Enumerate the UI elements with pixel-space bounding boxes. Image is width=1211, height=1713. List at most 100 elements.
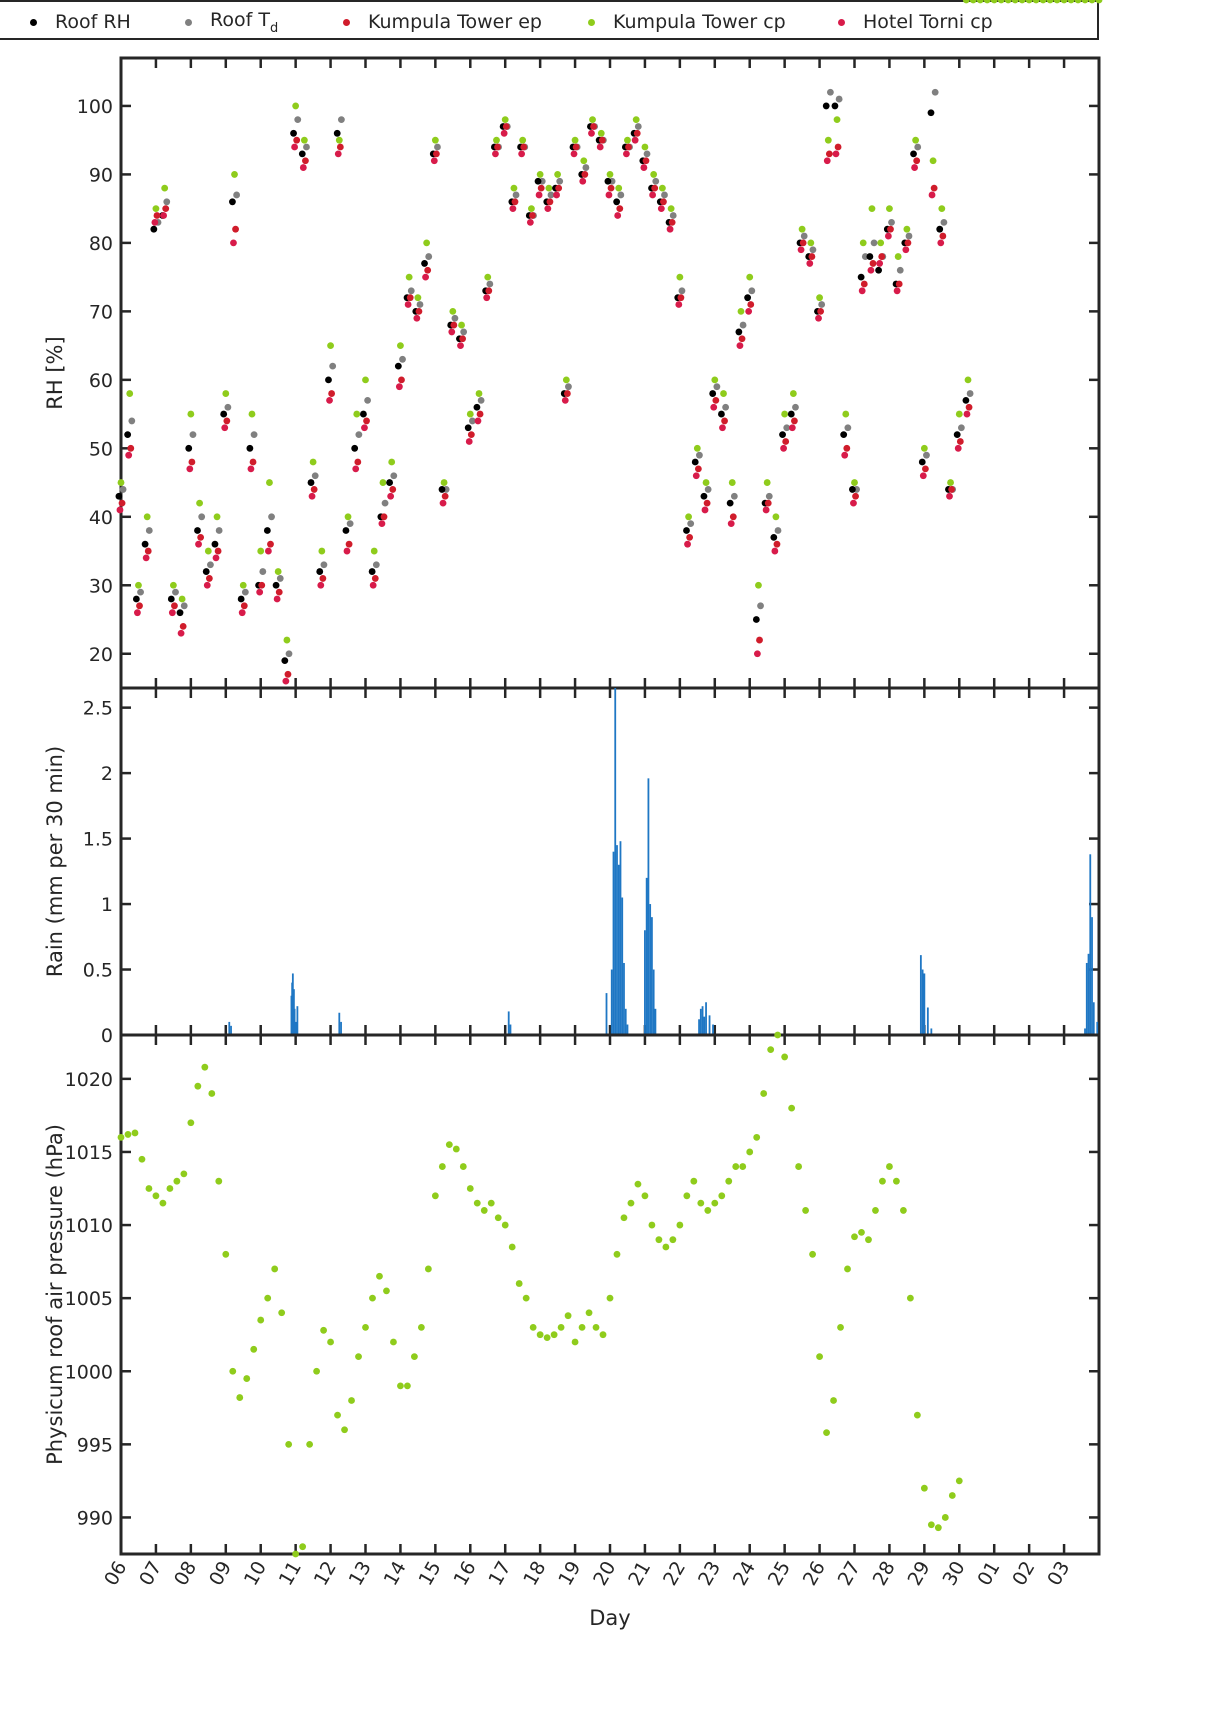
pressure-point [236, 1394, 244, 1401]
rh-point-kumpula-cp [440, 479, 448, 486]
rain-bar [1084, 1028, 1086, 1035]
legend-marker-roof-rh [30, 18, 37, 26]
rh-point-roof-rh [220, 410, 228, 418]
pressure-ytick-label: 1010 [65, 1215, 113, 1237]
pressure-point [718, 1192, 726, 1200]
rh-point-torni-cp [588, 129, 595, 137]
rh-point-kumpula-ep [179, 622, 187, 630]
rh-point-torni-cp [762, 506, 770, 514]
rh-point-torni-cp [666, 225, 674, 233]
rh-point-roof-rh [368, 568, 376, 575]
rh-point-roof-rh [691, 458, 699, 466]
rh-point-roof-td [145, 527, 153, 534]
rh-point-roof-rh [779, 431, 786, 439]
rh-point-torni-cp [745, 307, 753, 315]
rh-point-roof-rh [534, 177, 542, 185]
pressure-point [152, 1192, 160, 1200]
rh-point-roof-rh [718, 410, 725, 418]
rh-point-kumpula-cp [528, 205, 535, 213]
rh-point-torni-cp [631, 136, 639, 144]
rain-bar [708, 1015, 711, 1035]
rh-point-roof-td [407, 287, 415, 295]
pressure-point [397, 1382, 404, 1390]
rh-point-torni-cp [657, 205, 665, 213]
rh-point-kumpula-cp [327, 342, 334, 350]
pressure-point [927, 1521, 935, 1529]
rh-point-torni-cp [946, 492, 953, 500]
rh-point-torni-cp [282, 677, 290, 685]
rh-ytick-label: 100 [77, 96, 113, 118]
rh-point-kumpula-ep [546, 198, 554, 206]
rh-point-roof-td [643, 150, 651, 158]
rh-point-kumpula-cp [449, 307, 457, 315]
rh-point-roof-rh [726, 499, 734, 507]
rh-point-roof-td [119, 486, 127, 493]
rain-bar [610, 969, 613, 1035]
rh-point-roof-rh [394, 362, 402, 370]
rain-bar [623, 962, 625, 1035]
x-tick-label: 20 [589, 1558, 620, 1590]
rh-point-kumpula-ep [598, 136, 606, 144]
rh-point-roof-td [189, 431, 197, 439]
legend-marker-hotel-torni [838, 18, 845, 26]
x-tick-label: 19 [554, 1558, 585, 1590]
pressure-ylabel: Physicum roof air pressure (hPa) [43, 1124, 67, 1465]
pressure-point [655, 1236, 663, 1244]
pressure-point [271, 1265, 279, 1273]
rh-point-kumpula-ep [232, 225, 239, 233]
rain-bar [616, 845, 618, 1035]
rh-point-torni-cp [395, 383, 403, 391]
legend-item-kumpula-ep: Kumpula Tower ep [343, 10, 542, 34]
pressure-point [990, 0, 998, 4]
rh-point-kumpula-cp [379, 479, 387, 486]
pressure-point [690, 1177, 698, 1185]
x-axis-label: Day [589, 1606, 630, 1630]
pressure-point [487, 1199, 495, 1207]
legend-item-hotel-torni: Hotel Torni cp [838, 10, 993, 34]
pressure-point [837, 1323, 844, 1331]
rh-point-torni-cp [605, 191, 613, 199]
pressure-point [627, 1199, 635, 1207]
rh-point-roof-td [137, 588, 144, 596]
rain-bar [651, 917, 653, 1035]
rh-point-kumpula-cp [335, 136, 343, 144]
pressure-point [417, 1323, 425, 1331]
pressure-point [725, 1177, 733, 1185]
rh-point-kumpula-ep [389, 486, 397, 493]
rh-point-roof-rh [298, 150, 306, 158]
pressure-point [872, 1207, 879, 1214]
rh-point-roof-td [783, 424, 791, 432]
rh-point-roof-td [451, 314, 459, 322]
rh-point-torni-cp [806, 260, 814, 267]
rh-point-roof-td [416, 301, 424, 308]
x-tick-label: 11 [275, 1558, 306, 1590]
pressure-point [879, 1177, 886, 1185]
rh-point-roof-rh [910, 150, 917, 158]
rh-point-torni-cp [815, 314, 822, 322]
legend-label-roof-td: Roof Td [210, 9, 278, 36]
legend-item-roof-td: Roof Td [185, 9, 278, 36]
rh-point-roof-td [765, 492, 773, 500]
rh-point-torni-cp [238, 609, 246, 617]
rh-point-kumpula-cp [178, 595, 186, 603]
rh-point-torni-cp [850, 499, 857, 507]
rh-point-torni-cp [701, 506, 709, 514]
pressure-point [187, 1119, 195, 1127]
x-tick-label: 27 [834, 1558, 865, 1590]
pressure-point [145, 1185, 153, 1192]
rh-point-roof-td [311, 472, 319, 480]
rh-point-kumpula-ep [677, 294, 685, 302]
rh-point-torni-cp [474, 417, 482, 425]
pressure-point [767, 1046, 775, 1054]
rh-point-kumpula-cp [362, 376, 369, 384]
pressure-point [124, 1131, 132, 1138]
rh-point-kumpula-ep [511, 198, 519, 206]
rh-axes-box [119, 56, 1101, 690]
rh-point-torni-cp [640, 164, 648, 171]
pressure-ytick-label: 990 [77, 1507, 113, 1529]
rain-bar [923, 973, 926, 1035]
rh-point-kumpula-cp [510, 184, 518, 192]
pressure-point [851, 1233, 858, 1241]
rh-point-kumpula-cp [493, 136, 500, 144]
rh-point-roof-rh [709, 390, 717, 397]
